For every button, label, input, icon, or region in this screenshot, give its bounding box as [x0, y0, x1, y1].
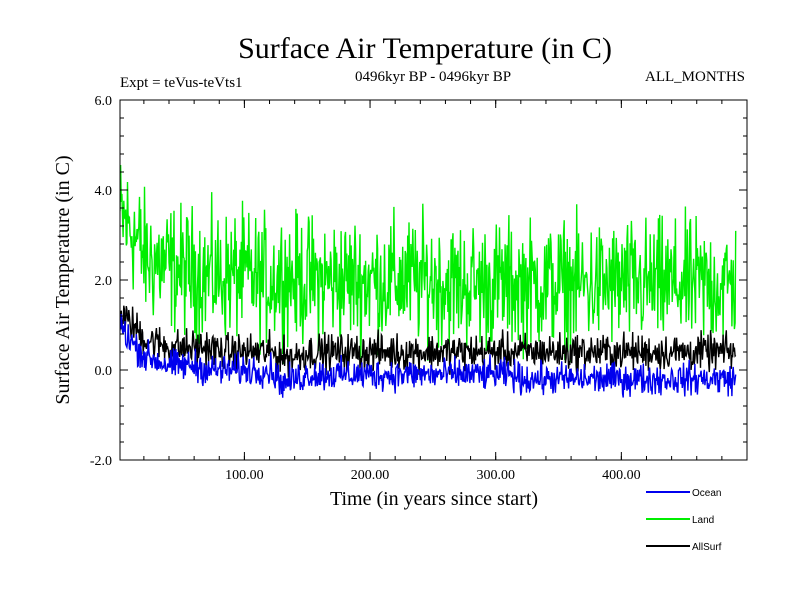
x-tick-label: 400.00	[602, 468, 641, 483]
series-ocean-line	[120, 314, 737, 398]
y-tick-label: 2.0	[95, 274, 113, 289]
legend-label-land: Land	[692, 515, 714, 526]
y-axis-label: Surface Air Temperature (in C)	[52, 155, 74, 404]
legend: Ocean Land AllSurf	[646, 488, 722, 553]
legend-label-allsurf: AllSurf	[692, 542, 722, 553]
axes	[119, 99, 748, 461]
tick-labels: -2.0 0.0 2.0 4.0 6.0 100.00 200.00 300.00 400.00	[90, 94, 641, 483]
legend-label-ocean: Ocean	[692, 488, 721, 499]
chart-title: Surface Air Temperature (in C)	[238, 32, 612, 65]
x-tick-label: 100.00	[225, 468, 264, 483]
y-tick-label: 6.0	[95, 94, 113, 109]
y-tick-label: -2.0	[90, 454, 112, 469]
chart-subtitle-center: 0496kyr BP - 0496kyr BP	[355, 69, 511, 85]
y-tick-label: 0.0	[95, 364, 113, 379]
x-tick-label: 200.00	[351, 468, 390, 483]
chart-subtitle-right: ALL_MONTHS	[645, 69, 745, 85]
y-tick-label: 4.0	[95, 184, 113, 199]
x-tick-label: 300.00	[476, 468, 515, 483]
chart-subtitle-left: Expt = teVus-teVts1	[120, 75, 243, 91]
series-land-line	[120, 164, 737, 365]
series-group	[120, 164, 737, 398]
x-axis-label: Time (in years since start)	[330, 488, 538, 510]
